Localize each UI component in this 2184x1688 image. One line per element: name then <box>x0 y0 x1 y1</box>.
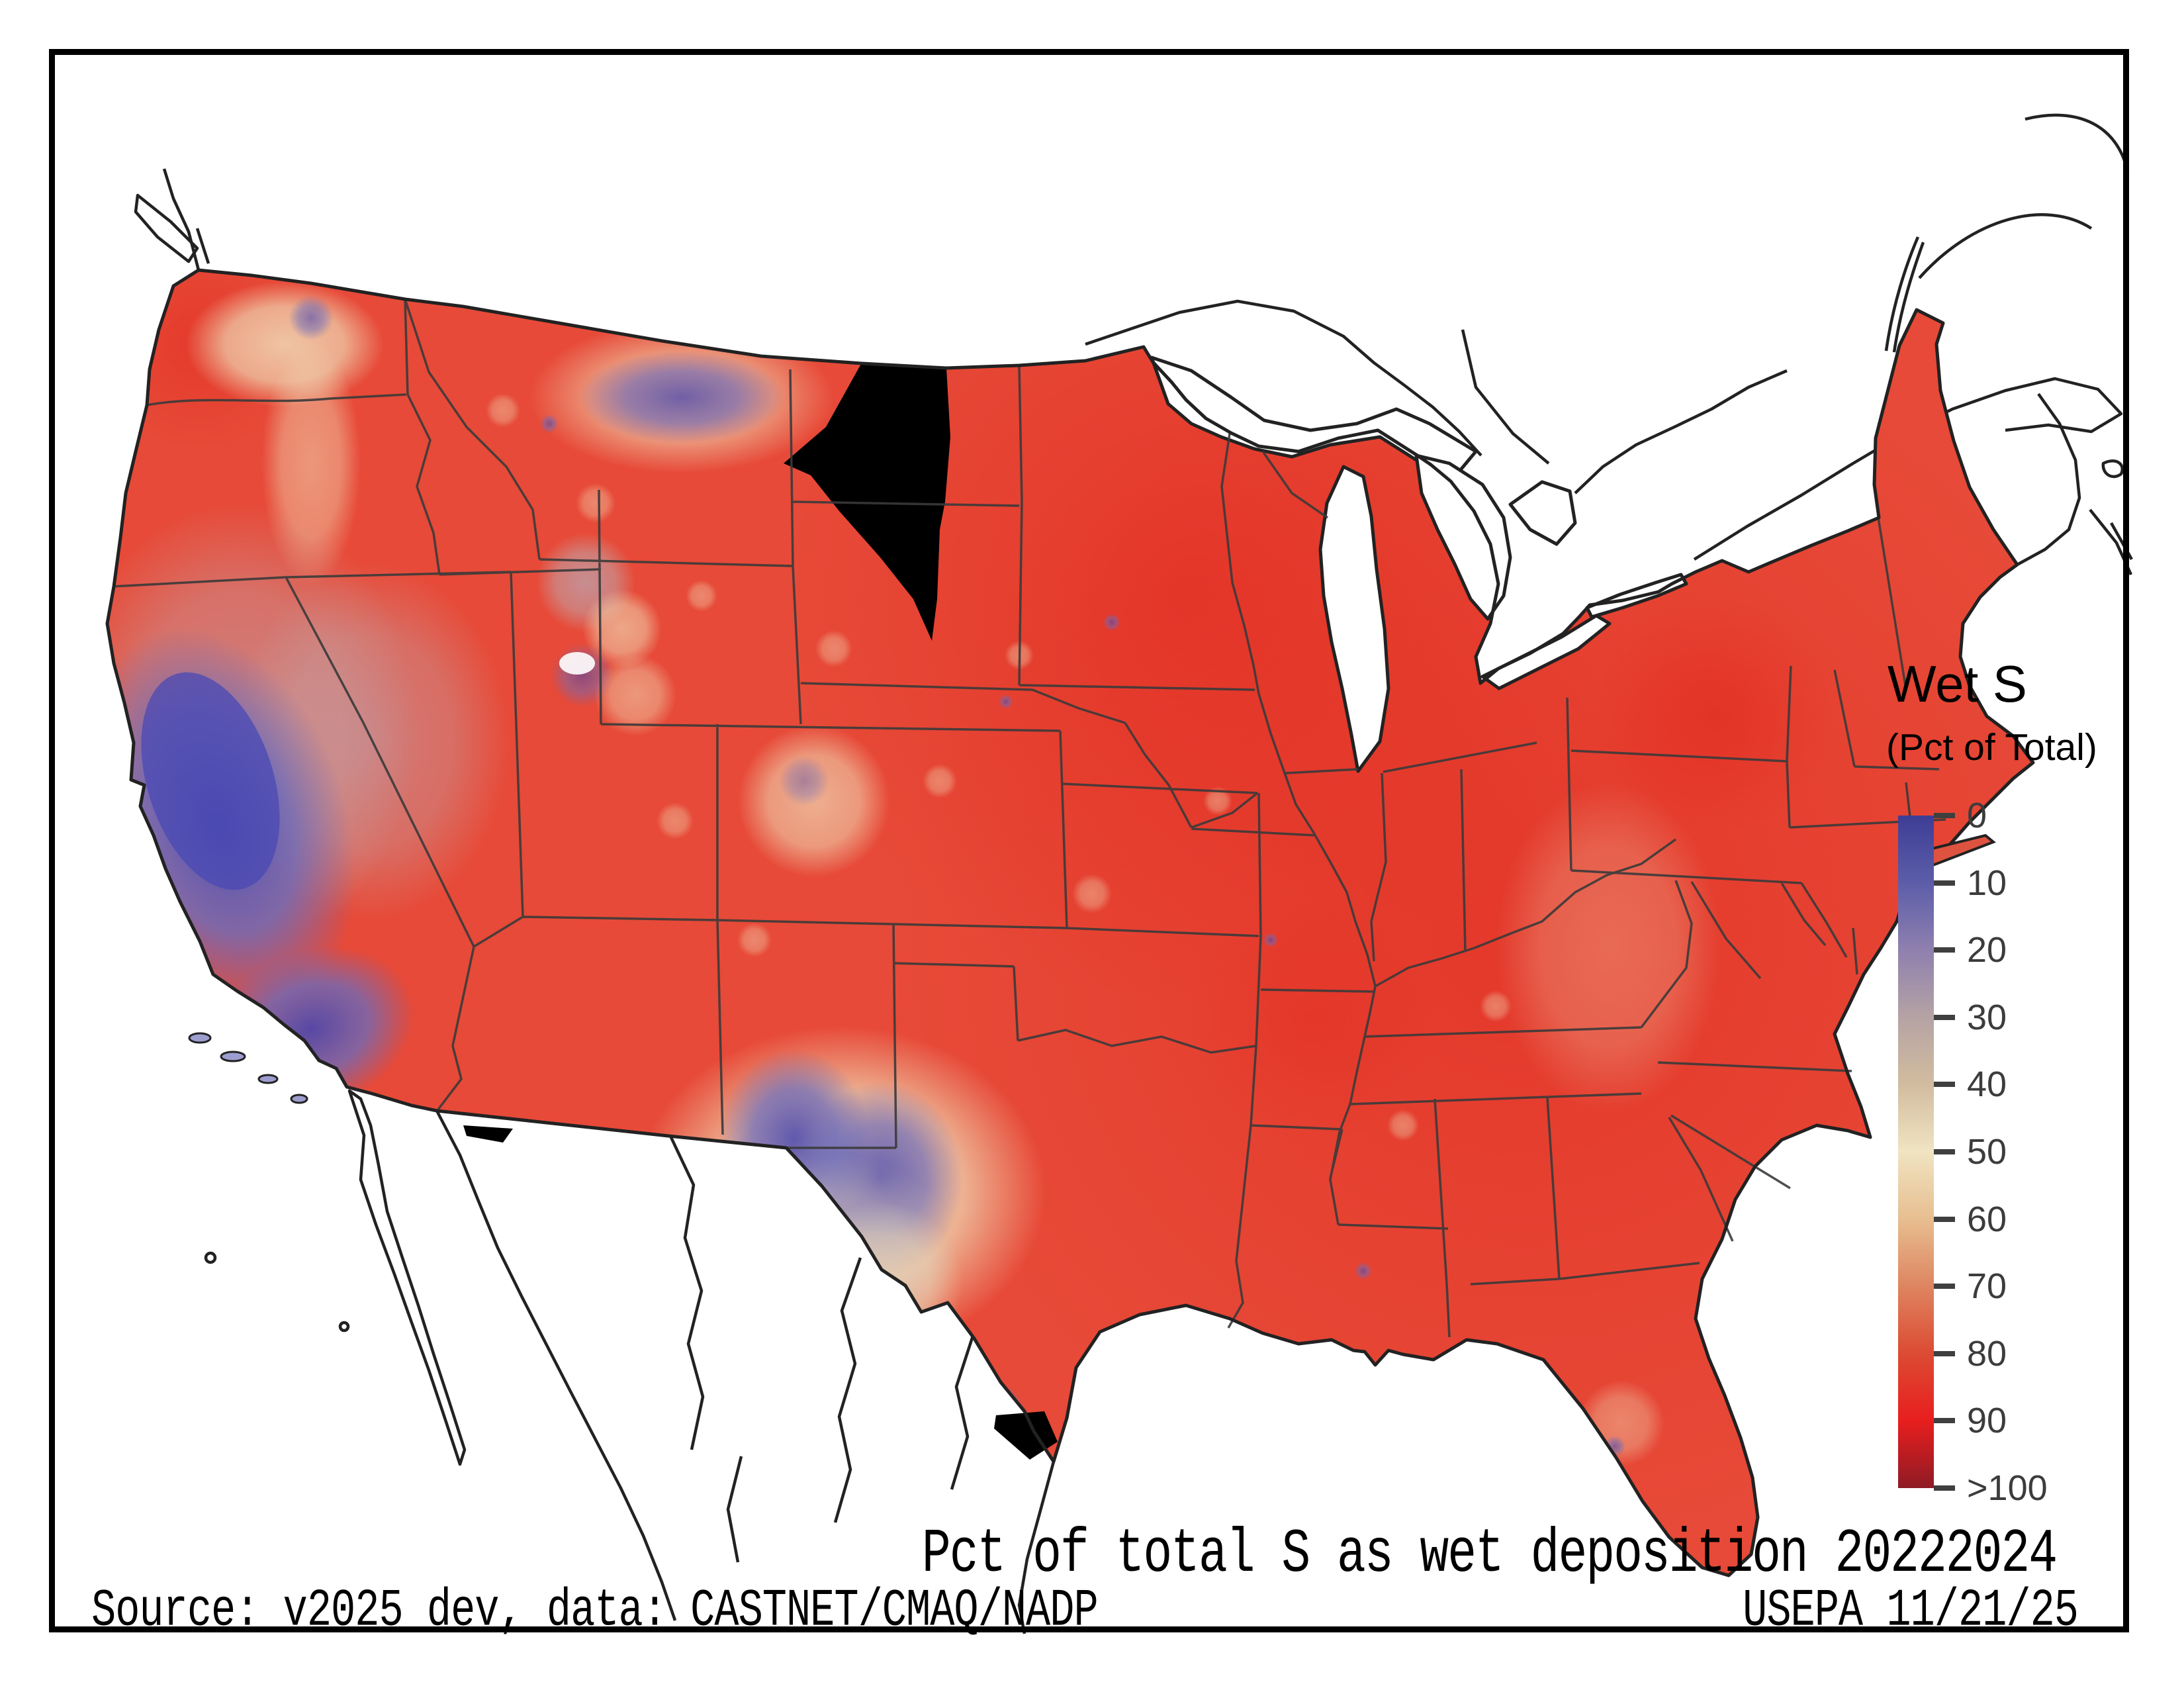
no-data-regions <box>463 363 1058 1460</box>
great-salt-lake <box>559 652 595 675</box>
state-boundaries <box>112 299 1946 1338</box>
tick-label: 90 <box>1967 1401 2007 1441</box>
tick-mark <box>1934 947 1955 953</box>
tick-label: 30 <box>1967 997 2007 1037</box>
no-data-az-nm-border <box>463 1125 513 1143</box>
tick-mark <box>1934 1149 1955 1154</box>
tick-label: 70 <box>1967 1266 2007 1307</box>
tick-label: 20 <box>1967 930 2007 970</box>
tick-label: 0 <box>1967 796 1987 835</box>
no-data-texas-tip <box>994 1411 1058 1460</box>
tick-mark <box>1934 1350 1955 1356</box>
legend-title: Wet S <box>1888 655 2027 713</box>
no-data-montana-dakotas <box>784 363 950 641</box>
channel-islands <box>188 1032 308 1104</box>
colorbar <box>1898 816 1934 1488</box>
tick-mark <box>1934 880 1955 886</box>
tick-label: 80 <box>1967 1333 2007 1374</box>
lake-michigan <box>1318 465 1390 773</box>
agency-stamp: USEPA 11/21/25 <box>1743 1581 2079 1641</box>
lake-huron <box>1414 453 1512 621</box>
source-line: Source: v2025_dev, data: CASTNET/CMAQ/NA… <box>91 1581 1099 1641</box>
tick-label: >100 <box>1967 1468 2048 1508</box>
tick-label: 60 <box>1967 1199 2007 1239</box>
canada-outline <box>134 113 2133 575</box>
tick-mark <box>1934 1216 1955 1222</box>
tick-label: 10 <box>1967 863 2007 903</box>
tick-label: 40 <box>1967 1064 2007 1105</box>
mexico-outline <box>204 1089 1056 1634</box>
plot-frame <box>49 49 2129 1632</box>
legend-subtitle: (Pct of Total) <box>1886 726 2097 769</box>
tick-label: 50 <box>1967 1132 2007 1172</box>
tick-mark <box>1934 1082 1955 1088</box>
tick-mark <box>1934 1284 1955 1289</box>
colorbar-ticks: 0 10 20 30 40 50 60 70 80 90 >100 <box>1898 796 2097 1508</box>
tick-mark <box>1934 1014 1955 1020</box>
georgian-bay <box>1508 480 1577 546</box>
tick-mark <box>1934 813 1955 818</box>
tick-mark <box>1934 1418 1955 1424</box>
tick-mark <box>1934 1485 1955 1491</box>
map-caption: Pct of total S as wet deposition 2022202… <box>921 1519 2058 1589</box>
